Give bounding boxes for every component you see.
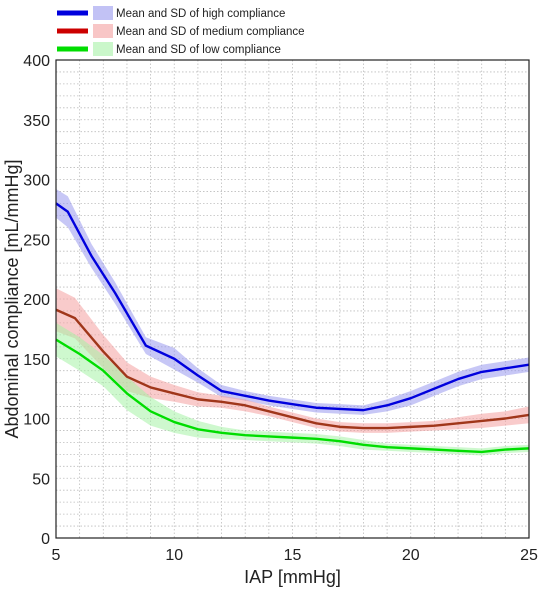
legend-entry-2: Mean and SD of low compliance [116,44,281,56]
y-tick-label: 150 [23,352,50,369]
y-tick-label: 400 [23,53,50,70]
x-tick-label: 25 [520,547,538,564]
y-tick-label: 350 [23,113,50,130]
legend-entry-1: Mean and SD of medium compliance [116,26,305,38]
x-tick-label: 20 [402,547,420,564]
x-tick-label: 15 [284,547,302,564]
legend-entry-0: Mean and SD of high compliance [116,8,285,20]
x-axis-label: IAP [mmHg] [244,567,341,587]
legend-band-1 [93,24,113,38]
mean-line-0 [55,202,530,412]
y-axis-label: Abdominal compliance [mL/mmHg] [2,159,22,438]
legend: Mean and SD of high compliance Mean and S… [57,6,305,56]
y-tick-label: 100 [23,412,50,429]
y-tick-label: 200 [23,292,50,309]
x-tick-label: 5 [52,547,61,564]
chart-grid [56,60,529,538]
mean-lines [55,202,530,454]
y-tick-label: 0 [41,531,50,548]
sd-band-1 [56,288,529,433]
plot-frame [55,59,530,539]
mean-line-2 [55,338,530,454]
y-tick-labels: 0 50 100 150 200 250 300 350 400 [23,53,50,548]
legend-band-0 [93,6,113,20]
x-tick-labels: 5 10 15 20 25 [52,547,538,564]
legend-band-2 [93,42,113,56]
y-tick-label: 300 [23,173,50,190]
mean-line-1 [55,308,530,430]
x-tick-label: 10 [165,547,183,564]
y-tick-label: 50 [32,471,50,488]
y-tick-label: 250 [23,232,50,249]
